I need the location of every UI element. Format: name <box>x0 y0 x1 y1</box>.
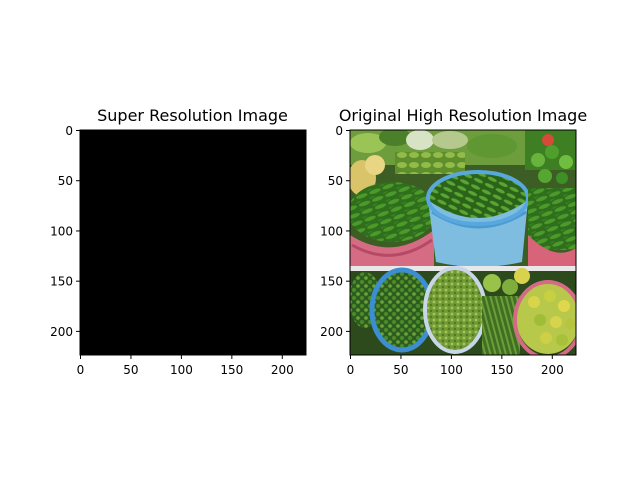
right-axes-frame <box>349 129 577 356</box>
right-y-tick-label: 0 <box>335 124 343 138</box>
left-axes-frame <box>79 129 307 356</box>
right-x-tick-label: 0 <box>347 363 355 377</box>
right-y-tick-label: 200 <box>320 325 343 339</box>
right-x-axis: 0 50 100 150 200 <box>347 355 564 377</box>
right-y-tick-label: 150 <box>320 275 343 289</box>
right-x-tick-label: 100 <box>440 363 463 377</box>
left-y-tick-label: 0 <box>65 124 73 138</box>
left-y-axis: 0 50 100 150 200 <box>50 124 80 339</box>
right-x-tick-label: 150 <box>490 363 513 377</box>
left-x-axis: 0 50 100 150 200 <box>77 355 294 377</box>
left-y-tick-label: 100 <box>50 224 73 238</box>
original-high-resolution-image <box>350 130 576 355</box>
left-x-tick-label: 0 <box>77 363 85 377</box>
super-resolution-image <box>80 130 306 355</box>
right-panel-title: Original High Resolution Image <box>339 106 587 125</box>
left-y-tick-label: 50 <box>58 174 73 188</box>
right-y-tick-label: 50 <box>328 174 343 188</box>
left-x-tick-label: 150 <box>220 363 243 377</box>
left-x-tick-label: 100 <box>170 363 193 377</box>
right-x-tick-label: 50 <box>393 363 408 377</box>
left-x-tick-label: 200 <box>271 363 294 377</box>
right-panel: Original High Resolution Image <box>320 106 587 377</box>
left-x-tick-label: 50 <box>123 363 138 377</box>
right-y-axis: 0 50 100 150 200 <box>320 124 350 339</box>
left-panel-title: Super Resolution Image <box>97 106 288 125</box>
left-y-tick-label: 150 <box>50 275 73 289</box>
left-y-tick-label: 200 <box>50 325 73 339</box>
right-y-tick-label: 100 <box>320 224 343 238</box>
right-x-tick-label: 200 <box>541 363 564 377</box>
left-panel: Super Resolution Image 0 50 100 150 200 0 50 1… <box>50 106 307 377</box>
